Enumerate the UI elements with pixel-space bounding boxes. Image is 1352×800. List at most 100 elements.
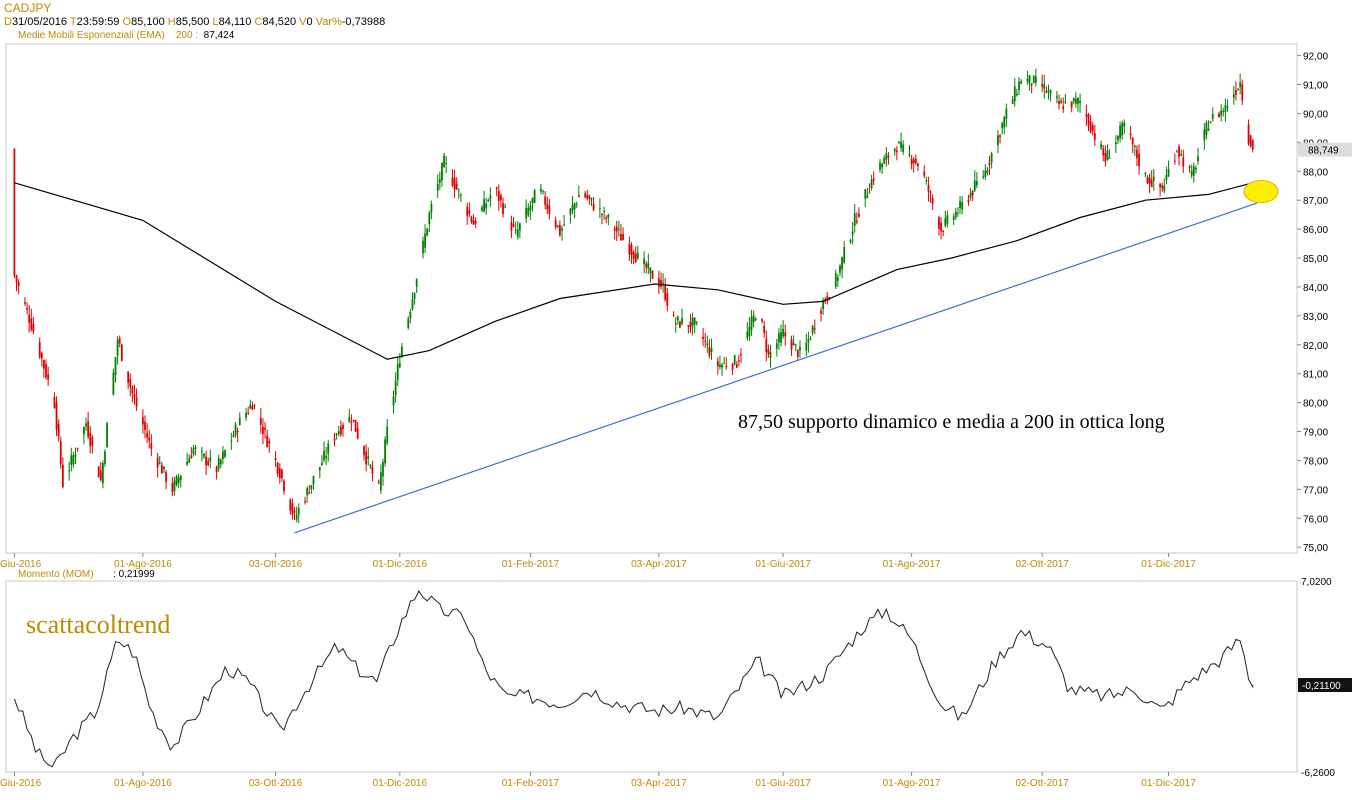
candle-body-286 <box>855 220 858 223</box>
price-y-tick-label-5: 87,00 <box>1303 196 1328 207</box>
candle-body-167 <box>504 206 507 208</box>
candle-body-368 <box>1100 144 1103 148</box>
candle-body-12 <box>47 374 50 380</box>
candle-body-203 <box>613 228 616 231</box>
candle-body-331 <box>988 163 991 166</box>
candle-body-390 <box>1163 185 1166 192</box>
candle-body-142 <box>430 204 433 213</box>
candle-body-201 <box>605 217 608 219</box>
candle-body-232 <box>695 322 698 324</box>
time-value: 23:59:59 <box>76 16 120 28</box>
candle-body-357 <box>1064 101 1067 103</box>
support-trendline <box>294 202 1258 534</box>
candle-body-86 <box>266 435 269 447</box>
candle-body-280 <box>839 265 841 273</box>
candle-body-23 <box>83 427 85 435</box>
candle-body-294 <box>881 163 884 168</box>
candle-body-177 <box>533 190 536 204</box>
candle-body-373 <box>1114 142 1117 145</box>
candle-body-93 <box>289 499 292 511</box>
candle-body-16 <box>59 441 62 465</box>
candle-body-116 <box>354 419 357 432</box>
candle-body-365 <box>1089 120 1092 133</box>
candle-body-173 <box>525 207 528 219</box>
candle-body-293 <box>879 162 881 170</box>
candle-body-334 <box>999 135 1001 138</box>
momentum-line <box>13 589 1254 768</box>
candle-body-206 <box>620 233 622 241</box>
candle-body-17 <box>61 464 64 488</box>
candle-body-63 <box>200 450 203 452</box>
open-label: O <box>122 16 132 28</box>
candle-body-321 <box>959 201 961 209</box>
candle-body-227 <box>681 318 683 324</box>
candle-body-120 <box>367 456 370 459</box>
candle-body-260 <box>780 332 782 343</box>
candle-body-230 <box>691 317 694 327</box>
mom-x-tick-label-4: 01-Feb-2017 <box>502 778 560 789</box>
candle-body-166 <box>502 203 504 214</box>
candle-body-413 <box>1232 94 1235 98</box>
candle-body-38 <box>127 371 130 383</box>
price-y-tick-label-1: 91,00 <box>1303 80 1328 91</box>
candle-body-411 <box>1224 105 1227 112</box>
candle-body-26 <box>89 433 92 447</box>
candle-body-384 <box>1146 177 1149 184</box>
candle-body-9 <box>40 352 43 359</box>
candle-body-21 <box>74 454 77 457</box>
candle-body-215 <box>647 263 650 269</box>
price-y-tick-label-0: 92,00 <box>1303 52 1328 63</box>
candle-body-207 <box>622 234 624 240</box>
candle-body-369 <box>1102 148 1105 156</box>
candle-body-65 <box>205 456 207 466</box>
candle-body-323 <box>967 199 970 203</box>
candle-body-107 <box>327 443 330 454</box>
candle-body-135 <box>411 299 414 310</box>
candle-body-148 <box>451 177 454 186</box>
candle-body-326 <box>973 180 976 191</box>
candle-body-134 <box>409 311 412 319</box>
candle-body-343 <box>1026 78 1029 82</box>
candle-body-129 <box>394 380 397 396</box>
candle-body-58 <box>186 461 189 465</box>
candle-body-249 <box>748 326 751 337</box>
candle-body-266 <box>796 350 799 357</box>
candle-body-68 <box>215 466 218 473</box>
candle-body-256 <box>767 349 770 354</box>
candle-body-155 <box>470 216 473 222</box>
candle-body-305 <box>912 159 915 164</box>
price-x-axis: Giu-2016 01-Ago-2016 03-Ott-2016 01-Dic-201… <box>0 553 1196 570</box>
ema-legend-value: 87,424 <box>203 30 235 41</box>
candle-body-191 <box>575 203 578 205</box>
candle-body-108 <box>333 438 336 441</box>
candle-body-363 <box>1085 113 1088 117</box>
candle-body-394 <box>1176 151 1178 153</box>
candle-body-128 <box>392 396 395 406</box>
candle-body-397 <box>1182 157 1185 167</box>
candle-body-342 <box>1020 81 1023 84</box>
var-value: -0,73988 <box>341 16 386 28</box>
candle-body-379 <box>1131 138 1134 145</box>
low-label: L <box>212 16 219 28</box>
candle-body-338 <box>1011 99 1014 104</box>
candle-body-315 <box>942 231 945 233</box>
candle-body-241 <box>723 362 726 364</box>
candle-body-350 <box>1045 90 1048 93</box>
candle-body-180 <box>544 196 547 205</box>
candle-body-405 <box>1207 128 1210 131</box>
candle-body-7 <box>32 323 35 332</box>
candle-body-96 <box>295 514 298 520</box>
support-highlight-marker <box>1243 179 1279 203</box>
mom-legend: Momento (MOM) : 0,21999 <box>18 569 155 580</box>
high-label: H <box>167 16 176 28</box>
price-x-tick-label-1: 01-Ago-2016 <box>114 559 172 570</box>
candle-body-246 <box>738 360 740 362</box>
candle-body-24 <box>85 423 87 427</box>
candle-body-152 <box>460 194 462 196</box>
candle-body-117 <box>356 428 359 439</box>
candle-body-98 <box>304 500 306 503</box>
candle-body-418 <box>1247 124 1250 144</box>
candle-body-110 <box>337 431 340 434</box>
candle-body-182 <box>548 205 551 215</box>
candle-body-114 <box>350 421 353 423</box>
